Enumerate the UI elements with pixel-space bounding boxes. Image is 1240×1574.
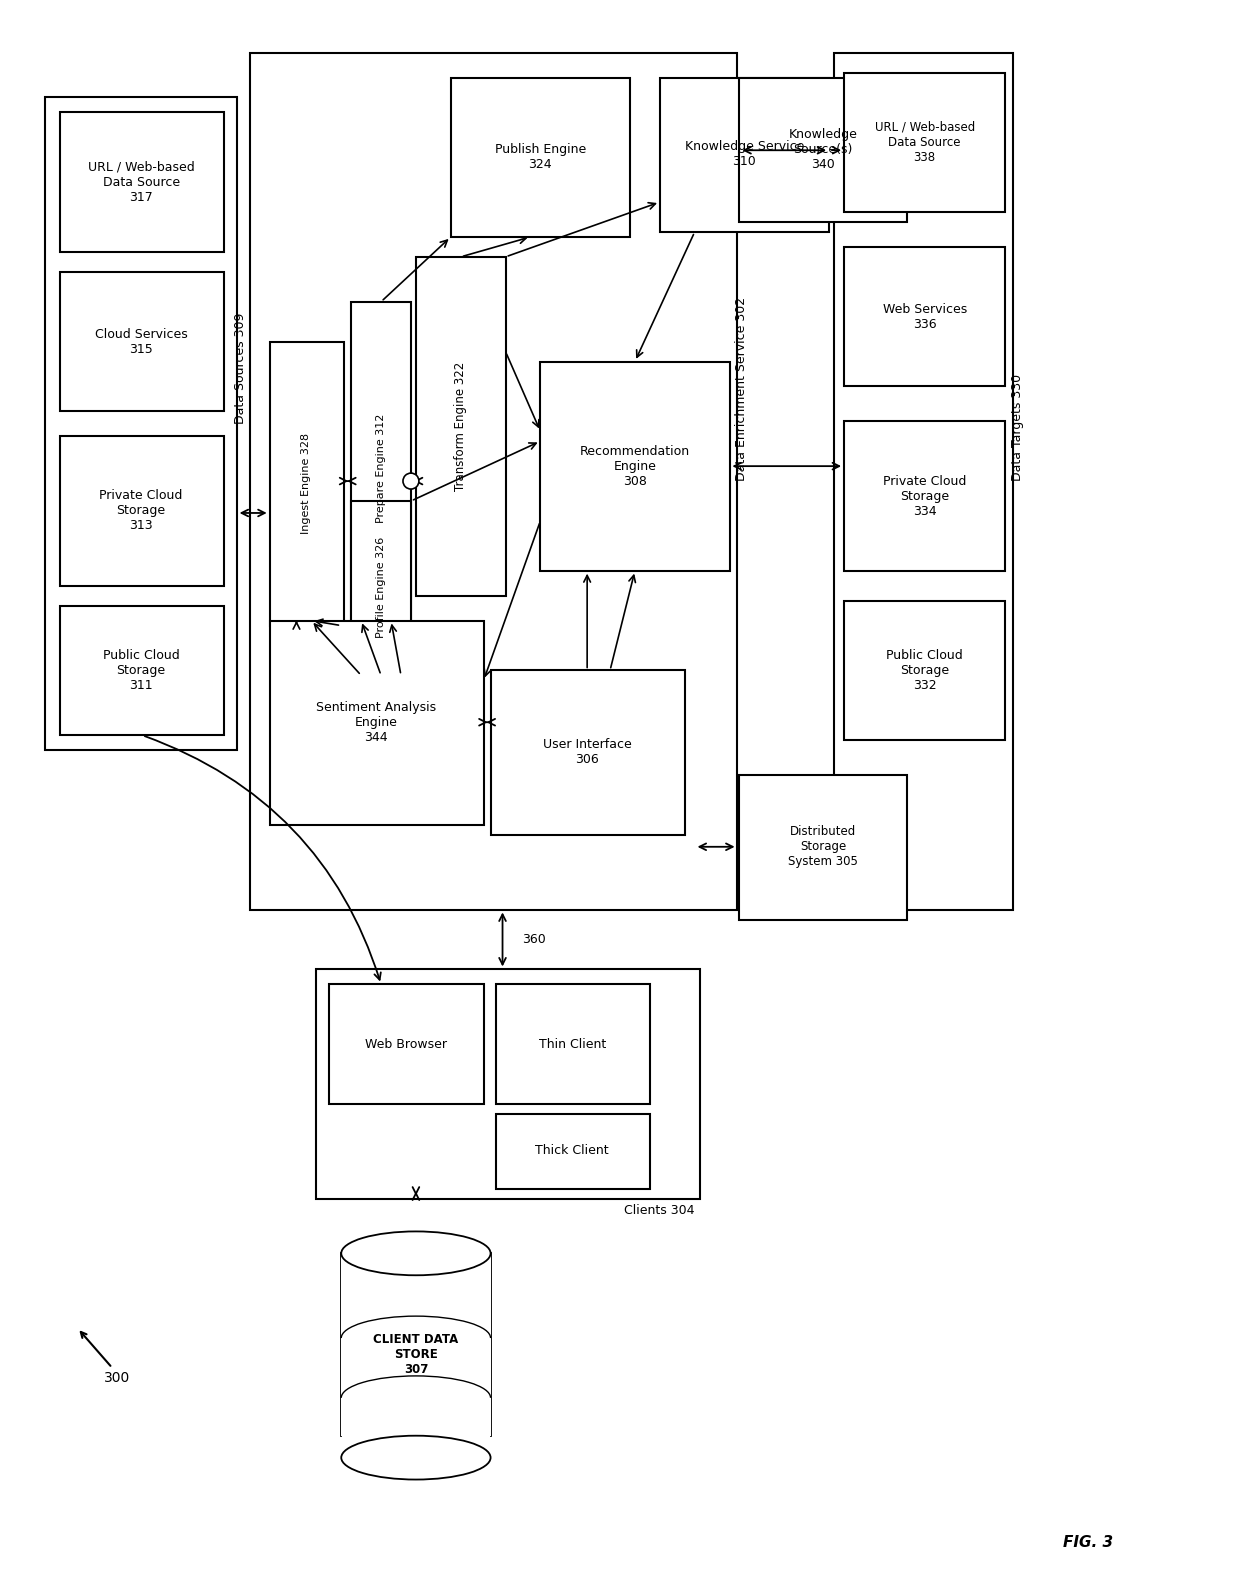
Ellipse shape — [341, 1435, 491, 1480]
Bar — [491, 671, 684, 834]
Text: Prepare Engine 312: Prepare Engine 312 — [376, 414, 386, 523]
Text: Distributed
Storage
System 305: Distributed Storage System 305 — [789, 825, 858, 869]
Bar — [60, 436, 223, 586]
Text: Data Enrichment Service 302: Data Enrichment Service 302 — [735, 297, 748, 482]
Bar — [844, 72, 1006, 212]
Text: Thin Client: Thin Client — [538, 1037, 606, 1050]
Text: Public Cloud
Storage
332: Public Cloud Storage 332 — [887, 648, 963, 693]
Text: Recommendation
Engine
308: Recommendation Engine 308 — [580, 444, 689, 488]
Bar — [269, 620, 484, 825]
Bar — [844, 601, 1006, 740]
Text: User Interface
306: User Interface 306 — [543, 738, 631, 767]
Text: Knowledge Service
310: Knowledge Service 310 — [684, 140, 804, 168]
Text: Ingest Engine 328: Ingest Engine 328 — [301, 433, 311, 534]
Bar — [739, 774, 906, 919]
Bar — [45, 98, 237, 751]
Text: Data Targets 330: Data Targets 330 — [1011, 375, 1024, 482]
Text: Knowledge
Source(s)
340: Knowledge Source(s) 340 — [789, 127, 858, 170]
Text: CLIENT DATA
STORE
307: CLIENT DATA STORE 307 — [373, 1333, 459, 1377]
Text: FIG. 3: FIG. 3 — [1063, 1535, 1114, 1550]
Text: Cloud Services
315: Cloud Services 315 — [94, 327, 187, 356]
Text: URL / Web-based
Data Source
338: URL / Web-based Data Source 338 — [874, 121, 975, 164]
Text: Profile Engine 326: Profile Engine 326 — [376, 537, 386, 639]
Bar — [496, 1114, 650, 1188]
Text: Private Cloud
Storage
334: Private Cloud Storage 334 — [883, 474, 966, 518]
Text: Web Browser: Web Browser — [365, 1037, 446, 1050]
Bar — [739, 77, 906, 222]
Text: Web Services
336: Web Services 336 — [883, 302, 967, 331]
Text: 300: 300 — [104, 1371, 130, 1385]
Text: URL / Web-based
Data Source
317: URL / Web-based Data Source 317 — [88, 161, 195, 203]
Text: Thick Client: Thick Client — [536, 1144, 609, 1157]
Bar — [351, 302, 410, 636]
Ellipse shape — [341, 1231, 491, 1275]
Text: Public Cloud
Storage
311: Public Cloud Storage 311 — [103, 648, 180, 693]
Bar — [660, 77, 830, 231]
Bar — [60, 112, 223, 252]
Bar — [835, 52, 1013, 910]
Bar — [496, 984, 650, 1103]
Text: Data Sources 309: Data Sources 309 — [234, 312, 247, 423]
Bar — [330, 984, 484, 1103]
Bar — [415, 257, 506, 595]
Circle shape — [403, 474, 419, 490]
Bar — [844, 422, 1006, 571]
Text: Transform Engine 322: Transform Engine 322 — [454, 362, 467, 491]
Bar — [341, 1253, 491, 1435]
Bar — [60, 606, 223, 735]
Bar — [844, 247, 1006, 387]
Bar — [316, 970, 699, 1198]
Bar — [249, 52, 738, 910]
Bar — [451, 77, 630, 238]
Text: Private Cloud
Storage
313: Private Cloud Storage 313 — [99, 490, 182, 532]
Bar — [351, 501, 410, 675]
Text: Publish Engine
324: Publish Engine 324 — [495, 143, 587, 172]
Text: 360: 360 — [522, 933, 546, 946]
Bar — [269, 342, 345, 625]
Text: Sentiment Analysis
Engine
344: Sentiment Analysis Engine 344 — [316, 700, 436, 745]
Text: Clients 304: Clients 304 — [624, 1204, 694, 1217]
Bar — [60, 272, 223, 411]
Bar — [541, 362, 729, 571]
